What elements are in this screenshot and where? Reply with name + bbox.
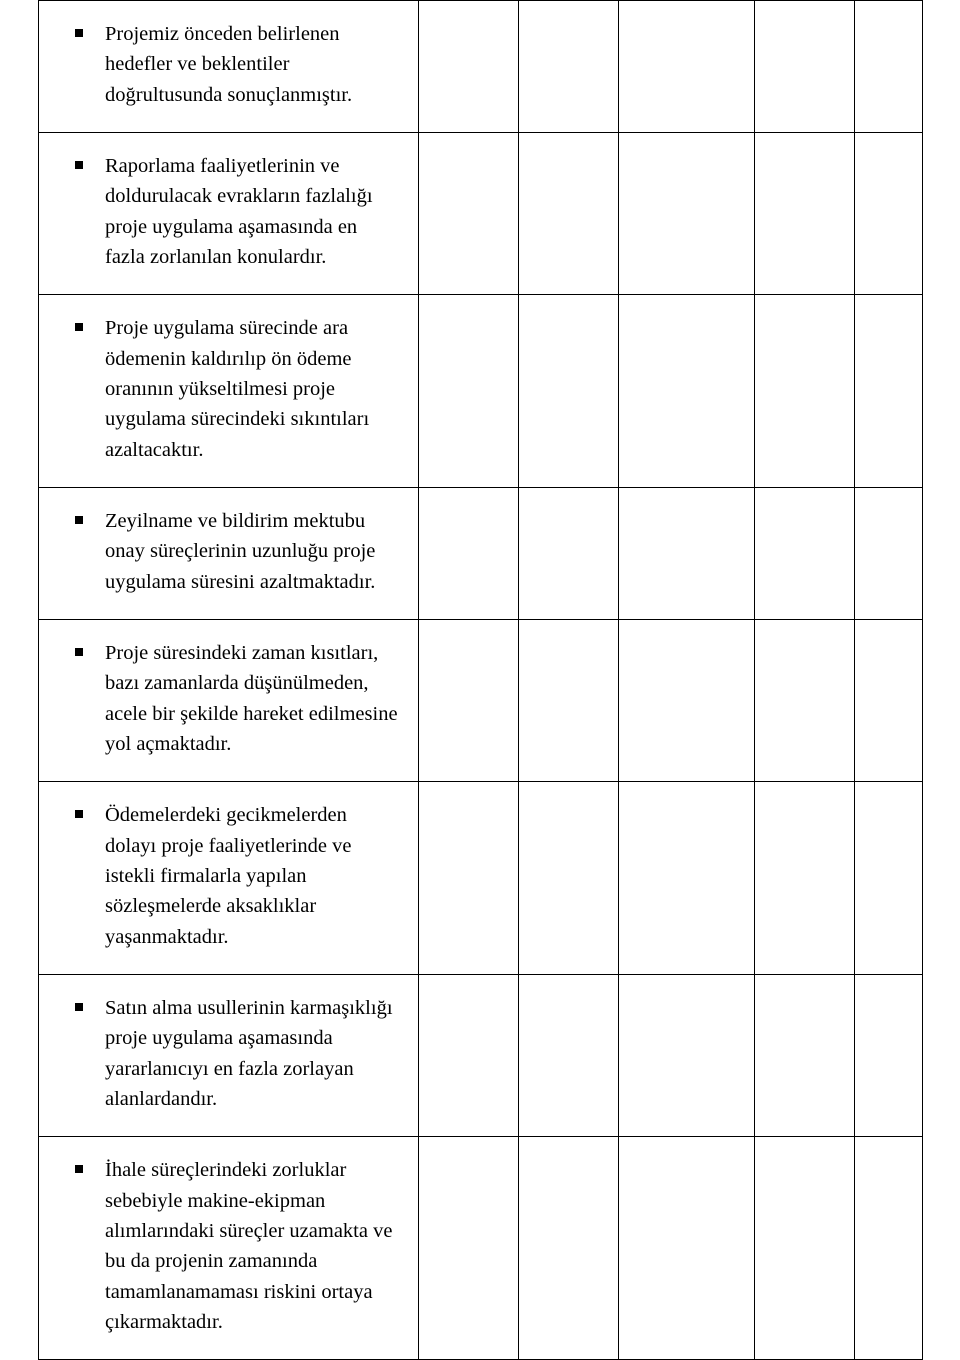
option-cell xyxy=(619,974,755,1136)
option-cell xyxy=(619,295,755,488)
option-cell xyxy=(755,132,855,294)
option-cell xyxy=(519,974,619,1136)
statement-cell: Zeyilname ve bildirim mektubu onay süreç… xyxy=(39,487,419,619)
option-cell xyxy=(519,487,619,619)
option-cell xyxy=(855,487,923,619)
page-container: Projemiz önceden belirlenen hedefler ve … xyxy=(0,0,960,1360)
statement-text: Ödemelerdeki gecikmelerden dolayı proje … xyxy=(67,800,400,952)
statement-text: Proje süresindeki zaman kısıtları, bazı … xyxy=(67,638,400,759)
table-row: Zeyilname ve bildirim mektubu onay süreç… xyxy=(39,487,923,619)
option-cell xyxy=(519,1,619,133)
table-row: Projemiz önceden belirlenen hedefler ve … xyxy=(39,1,923,133)
option-cell xyxy=(619,132,755,294)
statement-text: Raporlama faaliyetlerinin ve doldurulaca… xyxy=(67,151,400,272)
option-cell xyxy=(855,974,923,1136)
option-cell xyxy=(755,619,855,781)
statement-text: Proje uygulama sürecinde ara ödemenin ka… xyxy=(67,313,400,465)
option-cell xyxy=(419,782,519,975)
statement-cell: Proje süresindeki zaman kısıtları, bazı … xyxy=(39,619,419,781)
table-row: Proje süresindeki zaman kısıtları, bazı … xyxy=(39,619,923,781)
option-cell xyxy=(419,619,519,781)
option-cell xyxy=(855,295,923,488)
option-cell xyxy=(855,1,923,133)
option-cell xyxy=(519,295,619,488)
statement-cell: Ödemelerdeki gecikmelerden dolayı proje … xyxy=(39,782,419,975)
option-cell xyxy=(755,974,855,1136)
option-cell xyxy=(619,619,755,781)
option-cell xyxy=(419,1137,519,1360)
option-cell xyxy=(419,1,519,133)
option-cell xyxy=(419,974,519,1136)
option-cell xyxy=(855,132,923,294)
table-row: Raporlama faaliyetlerinin ve doldurulaca… xyxy=(39,132,923,294)
option-cell xyxy=(619,1137,755,1360)
option-cell xyxy=(619,782,755,975)
option-cell xyxy=(755,295,855,488)
statement-cell: İhale süreçlerindeki zorluklar sebebiyle… xyxy=(39,1137,419,1360)
option-cell xyxy=(519,619,619,781)
statement-cell: Raporlama faaliyetlerinin ve doldurulaca… xyxy=(39,132,419,294)
option-cell xyxy=(419,132,519,294)
option-cell xyxy=(519,132,619,294)
statement-text: Zeyilname ve bildirim mektubu onay süreç… xyxy=(67,506,400,597)
statement-text: İhale süreçlerindeki zorluklar sebebiyle… xyxy=(67,1155,400,1337)
statement-cell: Proje uygulama sürecinde ara ödemenin ka… xyxy=(39,295,419,488)
table-row: Ödemelerdeki gecikmelerden dolayı proje … xyxy=(39,782,923,975)
option-cell xyxy=(419,295,519,488)
option-cell xyxy=(755,487,855,619)
option-cell xyxy=(755,782,855,975)
statement-text: Satın alma usullerinin karmaşıklığı proj… xyxy=(67,993,400,1114)
survey-table: Projemiz önceden belirlenen hedefler ve … xyxy=(38,0,923,1360)
option-cell xyxy=(619,1,755,133)
statement-cell: Satın alma usullerinin karmaşıklığı proj… xyxy=(39,974,419,1136)
table-row: İhale süreçlerindeki zorluklar sebebiyle… xyxy=(39,1137,923,1360)
table-row: Satın alma usullerinin karmaşıklığı proj… xyxy=(39,974,923,1136)
option-cell xyxy=(619,487,755,619)
option-cell xyxy=(855,619,923,781)
option-cell xyxy=(519,782,619,975)
option-cell xyxy=(419,487,519,619)
option-cell xyxy=(755,1137,855,1360)
option-cell xyxy=(519,1137,619,1360)
option-cell xyxy=(855,1137,923,1360)
statement-cell: Projemiz önceden belirlenen hedefler ve … xyxy=(39,1,419,133)
statement-text: Projemiz önceden belirlenen hedefler ve … xyxy=(67,19,400,110)
option-cell xyxy=(855,782,923,975)
table-row: Proje uygulama sürecinde ara ödemenin ka… xyxy=(39,295,923,488)
option-cell xyxy=(755,1,855,133)
